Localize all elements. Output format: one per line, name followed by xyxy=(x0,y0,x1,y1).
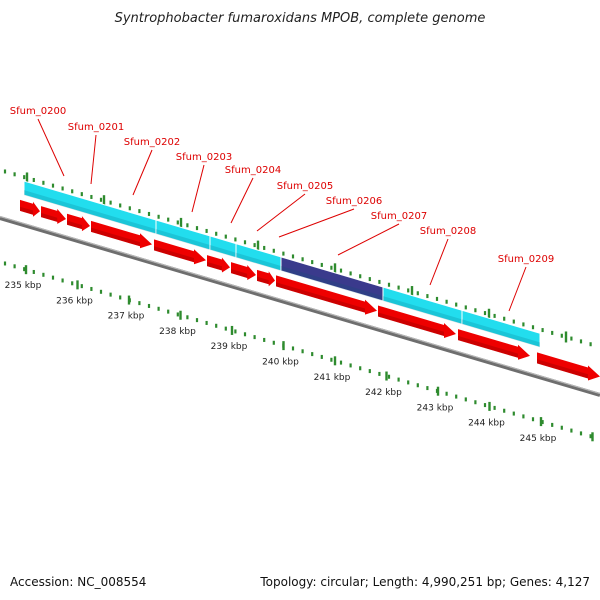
cds-arrow-shade xyxy=(458,335,518,358)
cds-arrow-shade xyxy=(537,359,588,379)
accession-text: Accession: NC_008554 xyxy=(10,575,146,589)
cds-arrow-shade xyxy=(154,246,194,263)
cds-arrow-shade xyxy=(276,282,365,313)
scale-label: 245 kbp xyxy=(520,434,557,444)
scale-label: 244 kbp xyxy=(468,419,505,429)
scale-label: 240 kbp xyxy=(262,358,299,368)
scale-label: 238 kbp xyxy=(159,327,196,337)
scale-label: 242 kbp xyxy=(365,388,402,398)
outer-tick-ring xyxy=(3,169,592,347)
gene-leader-line xyxy=(191,164,205,213)
gene-block-shade xyxy=(462,319,540,348)
cds-arrow[interactable] xyxy=(378,305,456,338)
cds-arrow[interactable] xyxy=(20,199,40,217)
gene-leader-line xyxy=(37,118,65,177)
gene-label[interactable]: Sfum_0201 xyxy=(68,122,124,133)
cds-arrow[interactable] xyxy=(231,262,256,280)
gene-block-shade xyxy=(236,252,281,271)
gene-label[interactable]: Sfum_0200 xyxy=(10,106,66,117)
gene-leader-line xyxy=(256,193,306,232)
gene-label[interactable]: Sfum_0205 xyxy=(277,181,333,192)
cds-arrow[interactable] xyxy=(91,220,152,249)
gene-block[interactable] xyxy=(461,309,541,348)
gene-block-shade xyxy=(24,190,156,235)
cds-arrow[interactable] xyxy=(537,352,600,381)
cds-arrow[interactable] xyxy=(257,269,275,287)
gene-leader-line xyxy=(230,177,254,224)
gene-label[interactable]: Sfum_0203 xyxy=(176,152,232,163)
highlighted-gene-block-shade xyxy=(281,265,383,301)
scale-labels: 235 kbp 236 kbp 237 kbp 238 kbp 239 kbp 240 k… xyxy=(5,281,557,444)
gene-label[interactable]: Sfum_0206 xyxy=(326,196,382,207)
genome-summary-text: Topology: circular; Length: 4,990,251 bp… xyxy=(259,575,590,589)
cds-arrow-shade xyxy=(378,312,444,336)
cds-arrow[interactable] xyxy=(458,329,530,360)
gene-label[interactable]: Sfum_0209 xyxy=(498,254,554,265)
map-title: Syntrophobacter fumaroxidans MPOB, compl… xyxy=(115,11,486,26)
gene-leader-line xyxy=(337,223,400,256)
cds-arrow-shade xyxy=(257,276,269,285)
gene-label[interactable]: Sfum_0204 xyxy=(225,165,281,176)
backbone-highlight xyxy=(0,215,600,395)
gene-leader-line xyxy=(90,134,97,185)
gene-block-shade xyxy=(383,296,462,325)
inner-tick-ring xyxy=(3,261,594,442)
cds-arrow-shade xyxy=(91,227,140,247)
gene-block-shade xyxy=(210,245,236,258)
cds-arrow-shade xyxy=(20,206,33,215)
cds-arrow-shade xyxy=(231,268,248,278)
backbone-line xyxy=(0,216,600,397)
cds-arrow-shade xyxy=(207,261,222,271)
gene-leader-line xyxy=(132,149,153,196)
scale-label: 236 kbp xyxy=(56,296,93,306)
cds-arrow-shade xyxy=(41,212,58,222)
cds-arrow[interactable] xyxy=(41,206,66,224)
gene-leader-line xyxy=(429,238,449,286)
scale-label: 235 kbp xyxy=(5,281,42,291)
genome-backbone xyxy=(0,215,600,397)
gene-label[interactable]: Sfum_0207 xyxy=(371,211,427,222)
gene-leader-line xyxy=(508,266,527,312)
cds-arrow-shade xyxy=(67,220,82,230)
cds-track[interactable] xyxy=(20,199,600,381)
scale-label: 237 kbp xyxy=(108,312,145,322)
scale-label: 241 kbp xyxy=(314,373,351,383)
cds-arrow[interactable] xyxy=(207,255,230,273)
gene-label[interactable]: Sfum_0202 xyxy=(124,137,180,148)
gene-label[interactable]: Sfum_0208 xyxy=(420,226,476,237)
cds-arrow[interactable] xyxy=(67,213,90,232)
cds-arrow[interactable] xyxy=(154,239,206,265)
cds-arrow[interactable] xyxy=(276,275,377,315)
gene-leader-line xyxy=(278,208,355,238)
gene-block-shade xyxy=(156,229,210,250)
scale-label: 239 kbp xyxy=(211,342,248,352)
scale-label: 243 kbp xyxy=(417,403,454,413)
gene-track[interactable] xyxy=(23,180,541,348)
